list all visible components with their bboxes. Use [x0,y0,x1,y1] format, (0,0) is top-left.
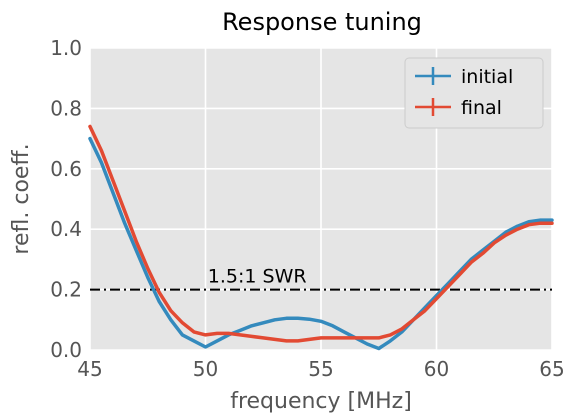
series-lines [88,124,554,351]
legend-label-initial: initial [461,66,513,88]
series-line-final [88,124,554,343]
series-line-initial [88,136,554,351]
y-tick-labels: 0.0 0.2 0.4 0.6 0.8 1.0 [50,36,82,362]
x-tick-label: 50 [193,357,218,381]
legend: initial final [404,57,544,129]
legend-label-final: final [461,97,502,119]
x-tick-label: 55 [308,357,333,381]
y-tick-label: 0.2 [50,278,82,302]
y-tick-label: 1.0 [50,36,82,60]
x-tick-labels: 45 50 55 60 65 [77,357,564,381]
y-tick-label: 0.4 [50,217,82,241]
x-tick-label: 60 [424,357,449,381]
reference-line-group: 1.5:1 SWR [90,266,552,291]
y-tick-label: 0.6 [50,157,82,181]
y-axis-label: refl. coeff. [9,143,34,254]
x-tick-label: 65 [539,357,564,381]
x-axis-label: frequency [MHz] [230,389,412,414]
swr-reference-label: 1.5:1 SWR [208,266,307,288]
x-tick-label: 45 [77,357,102,381]
y-tick-label: 0.8 [50,96,82,120]
chart-title: Response tuning [222,8,422,36]
y-tick-label: 0.0 [50,338,82,362]
legend-items: initial final [415,66,513,119]
